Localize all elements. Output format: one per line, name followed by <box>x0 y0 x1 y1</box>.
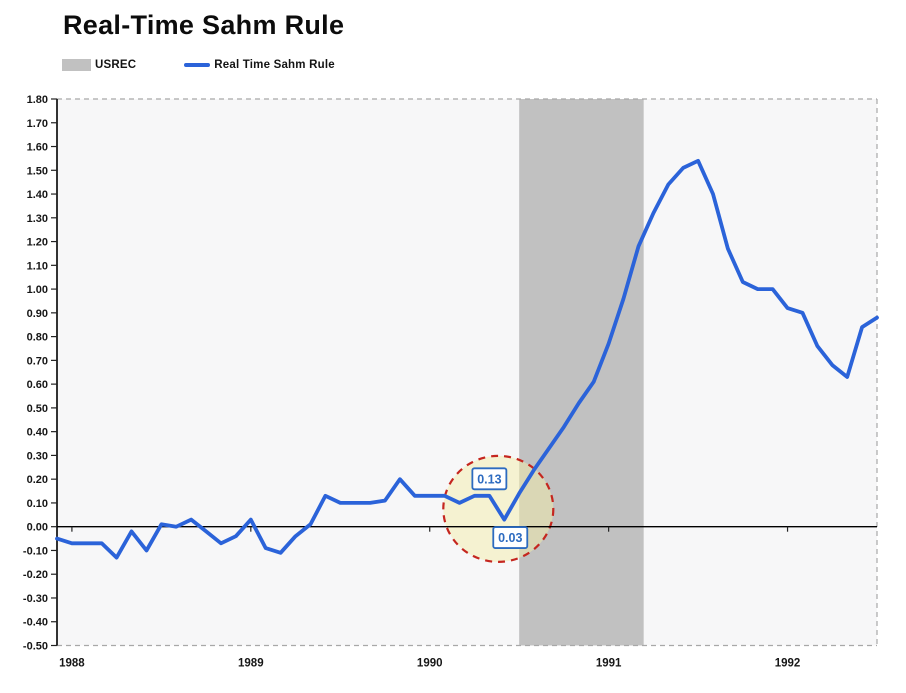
y-tick-label: 1.40 <box>27 189 48 201</box>
y-tick-label: 1.30 <box>27 213 48 225</box>
y-tick-label: 1.50 <box>27 165 48 177</box>
annotation-box <box>492 526 529 549</box>
legend-item-sahm-rule: Real Time Sahm Rule <box>184 59 335 71</box>
y-tick-label: 1.70 <box>27 118 48 130</box>
x-tick-label: 1989 <box>238 658 264 670</box>
chart-title: Real-Time Sahm Rule <box>63 10 345 40</box>
y-tick-label: 0.10 <box>27 498 48 510</box>
x-tick-label: 1992 <box>775 658 801 670</box>
annotation-box <box>471 467 508 491</box>
y-tick-label: 0.90 <box>27 308 48 320</box>
annotation-value-label: 0.03 <box>498 531 522 545</box>
y-tick-label: -0.10 <box>23 545 48 557</box>
x-tick-label: 1990 <box>417 658 443 670</box>
y-tick-label: 1.10 <box>27 260 48 272</box>
y-tick-label: 0.30 <box>27 450 48 462</box>
y-tick-label: -0.40 <box>23 617 48 629</box>
usrec-area-swatch-icon <box>62 59 91 71</box>
x-tick-label: 1991 <box>596 658 622 670</box>
y-tick-label: 1.80 <box>27 94 48 106</box>
y-tick-label: 0.40 <box>27 427 48 439</box>
y-tick-label: 0.00 <box>27 522 48 534</box>
y-tick-label: 1.20 <box>27 237 48 249</box>
legend: USREC Real Time Sahm Rule <box>62 59 335 71</box>
sahm-rule-line <box>55 158 879 560</box>
y-tick-label: 0.70 <box>27 355 48 367</box>
y-tick-label: 0.20 <box>27 474 48 486</box>
y-tick-label: 0.60 <box>27 379 48 391</box>
legend-item-usrec: USREC <box>62 59 136 71</box>
y-tick-label: -0.50 <box>23 641 48 653</box>
y-tick-label: 1.00 <box>27 284 48 296</box>
y-tick-label: 1.60 <box>27 142 48 154</box>
x-tick-label: 1988 <box>59 658 85 670</box>
usrec-recession-band <box>519 99 644 646</box>
y-tick-label: -0.20 <box>23 569 48 581</box>
legend-label-sahm-rule: Real Time Sahm Rule <box>214 59 335 71</box>
sahm-line-swatch-icon <box>184 63 211 67</box>
legend-label-usrec: USREC <box>95 59 137 71</box>
plot-area <box>57 99 877 646</box>
annotation-value-label: 0.13 <box>477 472 501 486</box>
y-tick-label: -0.30 <box>23 593 48 605</box>
y-tick-label: 0.50 <box>27 403 48 415</box>
y-tick-label: 0.80 <box>27 332 48 344</box>
